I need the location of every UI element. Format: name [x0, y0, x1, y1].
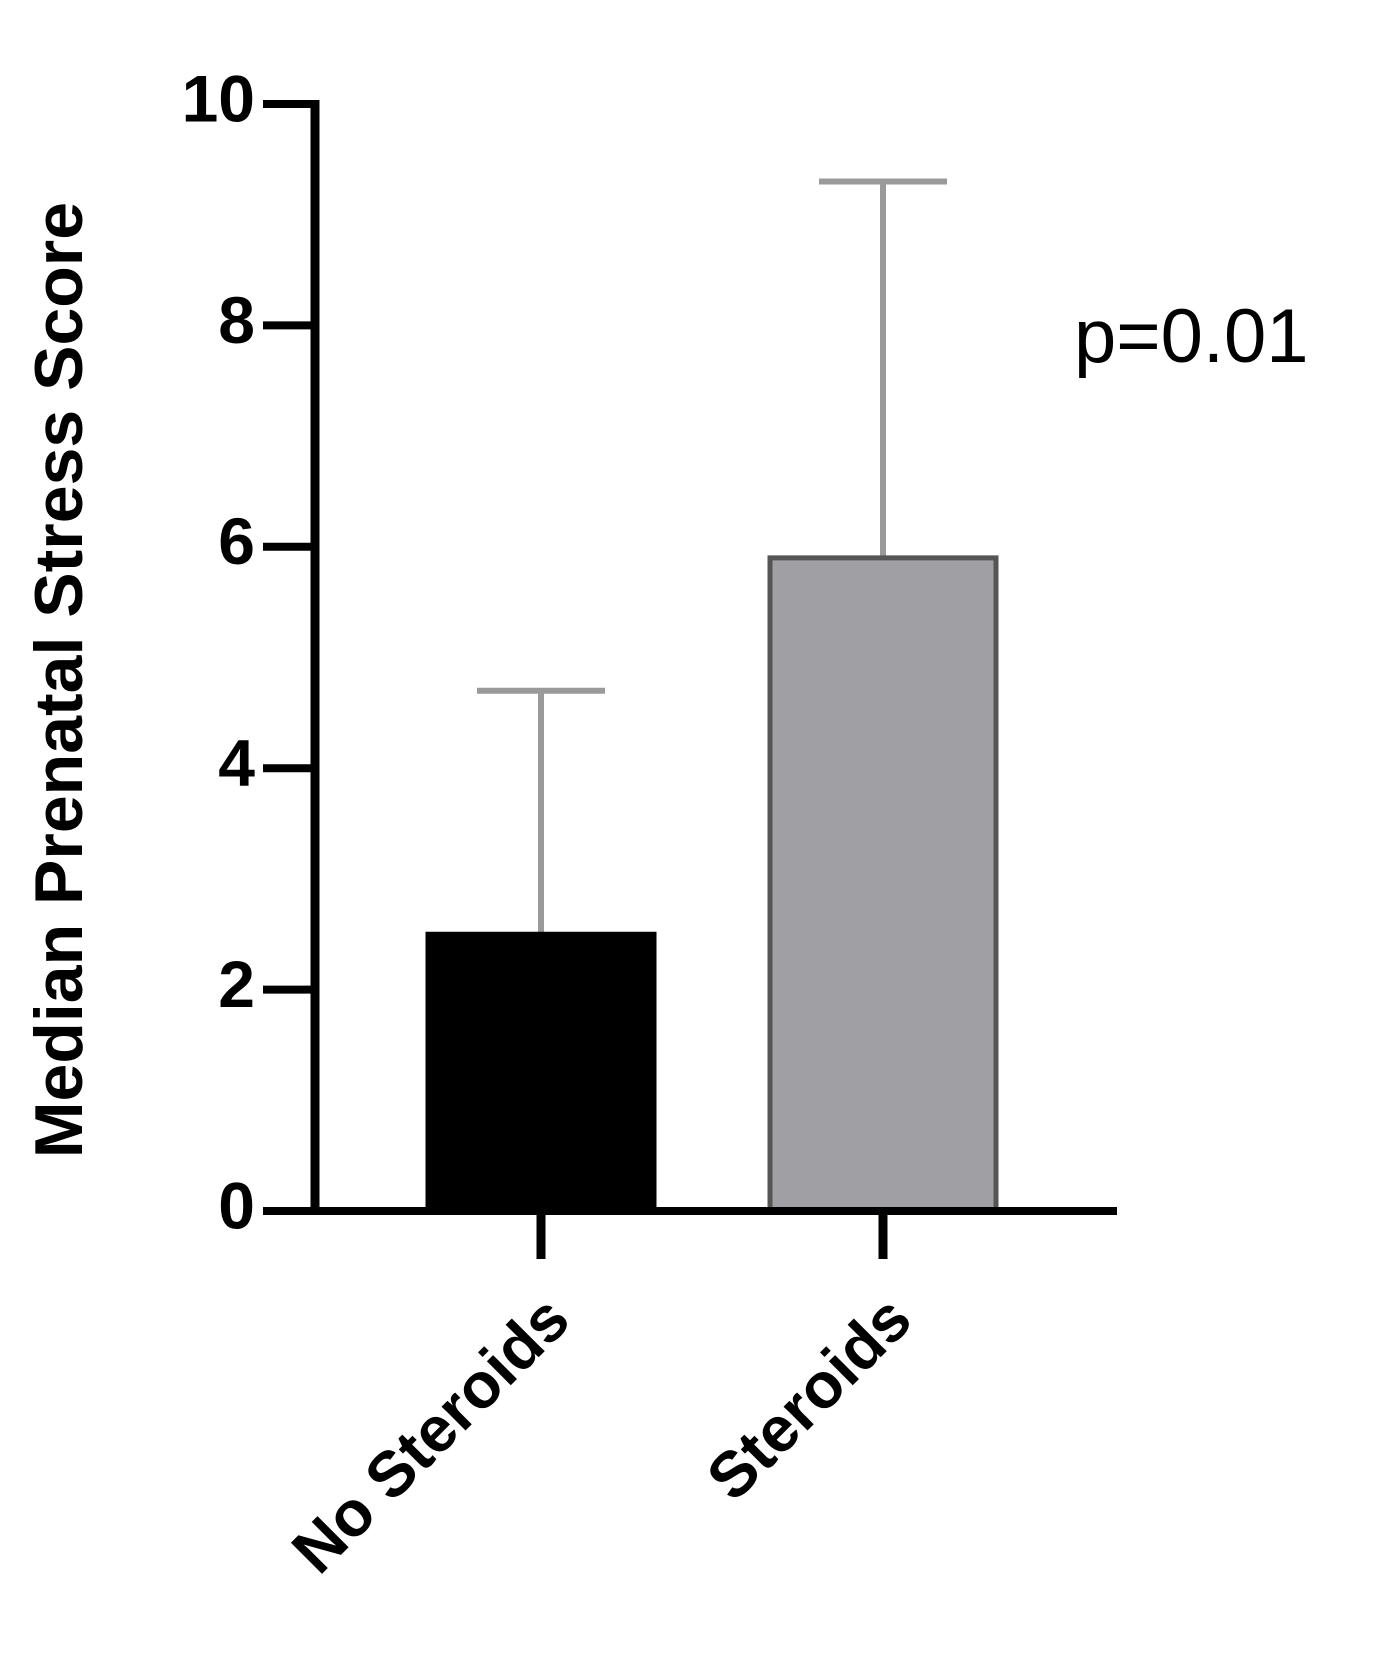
x-tick-label: No Steroids	[278, 1282, 583, 1587]
y-tick-label: 0	[218, 1168, 255, 1242]
x-tick-label: Steroids	[693, 1282, 925, 1514]
y-tick-label: 6	[218, 504, 255, 578]
y-tick-label: 2	[218, 947, 255, 1021]
y-tick-label: 10	[182, 61, 255, 135]
y-axis-label: Median Prenatal Stress Score	[21, 202, 97, 1158]
bar	[425, 931, 657, 1214]
y-tick-label: 4	[218, 726, 255, 800]
annotation: p=0.01	[1074, 294, 1309, 379]
y-tick-label: 8	[218, 283, 255, 357]
bar	[767, 555, 999, 1214]
